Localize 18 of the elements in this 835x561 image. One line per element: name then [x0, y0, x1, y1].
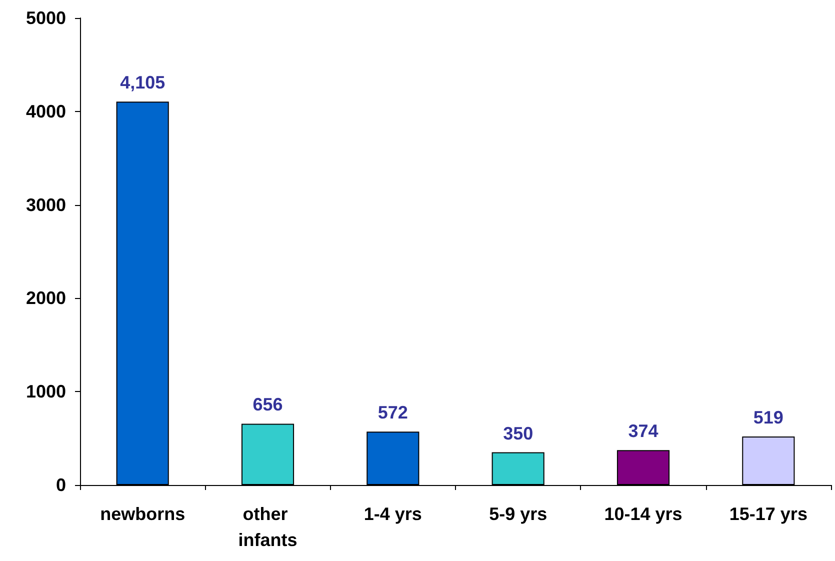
- data-label: 519: [753, 408, 784, 428]
- data-label: 572: [378, 402, 408, 423]
- data-label: 350: [503, 423, 534, 444]
- y-tick-label: 3000: [26, 194, 66, 215]
- x-tick-label: 15-17 yrs: [729, 504, 808, 524]
- data-label: 4,105: [120, 72, 166, 93]
- data-label: 374: [628, 421, 658, 442]
- y-tick-label: 5000: [26, 8, 66, 28]
- y-tick-label: 1000: [26, 382, 66, 402]
- y-tick-label: 4000: [26, 101, 66, 122]
- x-tick-label: 5-9 yrs: [489, 504, 548, 524]
- data-label: 656: [252, 394, 283, 415]
- x-tick-label: other infants: [238, 504, 298, 550]
- x-tick-label: 10-14 yrs: [604, 504, 682, 524]
- y-tick-label: 0: [56, 475, 66, 495]
- x-tick-label: 1-4 yrs: [364, 504, 422, 524]
- x-tick-label: newborns: [100, 504, 186, 524]
- y-tick-label: 2000: [26, 288, 66, 308]
